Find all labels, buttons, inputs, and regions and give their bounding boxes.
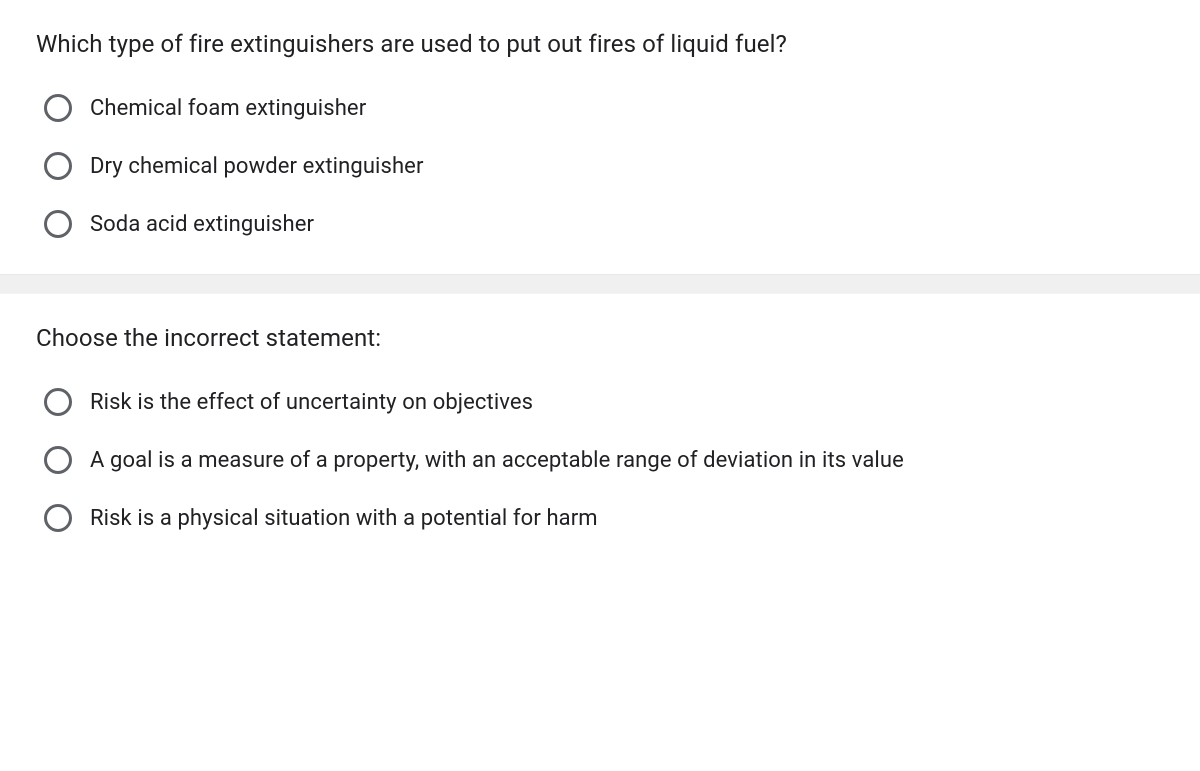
radio-icon[interactable] bbox=[44, 210, 72, 238]
question-prompt: Choose the incorrect statement: bbox=[36, 324, 1164, 352]
option-row[interactable]: Chemical foam extinguisher bbox=[36, 94, 1164, 122]
question-prompt: Which type of fire extinguishers are use… bbox=[36, 30, 1164, 58]
option-row[interactable]: Dry chemical powder extinguisher bbox=[36, 152, 1164, 180]
option-row[interactable]: Risk is a physical situation with a pote… bbox=[36, 504, 1164, 532]
question-block-1: Which type of fire extinguishers are use… bbox=[0, 0, 1200, 274]
radio-icon[interactable] bbox=[44, 504, 72, 532]
radio-icon[interactable] bbox=[44, 94, 72, 122]
option-label: Risk is a physical situation with a pote… bbox=[90, 506, 598, 531]
radio-icon[interactable] bbox=[44, 152, 72, 180]
option-row[interactable]: A goal is a measure of a property, with … bbox=[36, 446, 1164, 474]
option-label: Chemical foam extinguisher bbox=[90, 96, 366, 121]
radio-icon[interactable] bbox=[44, 388, 72, 416]
option-label: Soda acid extinguisher bbox=[90, 212, 314, 237]
radio-icon[interactable] bbox=[44, 446, 72, 474]
option-row[interactable]: Soda acid extinguisher bbox=[36, 210, 1164, 238]
question-block-2: Choose the incorrect statement: Risk is … bbox=[0, 294, 1200, 568]
block-separator bbox=[0, 274, 1200, 294]
option-label: Risk is the effect of uncertainty on obj… bbox=[90, 390, 533, 415]
option-label: A goal is a measure of a property, with … bbox=[90, 448, 904, 473]
option-row[interactable]: Risk is the effect of uncertainty on obj… bbox=[36, 388, 1164, 416]
option-label: Dry chemical powder extinguisher bbox=[90, 154, 424, 179]
